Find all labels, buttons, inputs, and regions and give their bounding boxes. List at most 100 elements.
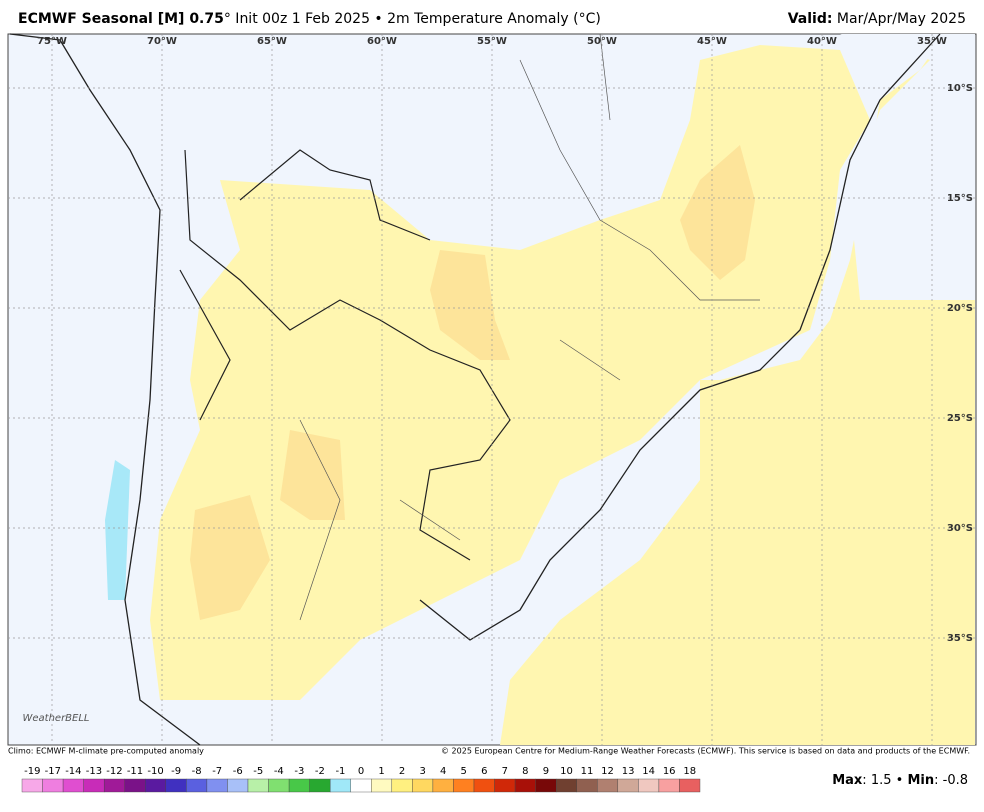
colorbar-label: 5 — [461, 766, 467, 777]
colorbar-swatch — [371, 778, 393, 793]
colorbar-swatch — [42, 778, 64, 793]
colorbar-label: 8 — [522, 766, 528, 777]
colorbar-swatch — [679, 778, 701, 793]
colorbar-label: -17 — [45, 766, 61, 777]
colorbar-swatch — [124, 778, 146, 793]
anomaly-warm — [680, 145, 755, 280]
min: -0.8 — [943, 773, 968, 788]
colorbar-label: 13 — [622, 766, 635, 777]
colorbar-swatch — [288, 778, 310, 793]
colorbar-label: 1 — [378, 766, 384, 777]
title-rest: ° Init 00z 1 Feb 2025 • 2m Temperature A… — [224, 11, 601, 27]
colorbar-label: 18 — [683, 766, 696, 777]
colorbar-swatch — [597, 778, 619, 793]
colorbar-label: 0 — [358, 766, 364, 777]
colorbar-swatch — [165, 778, 187, 793]
colorbar-swatch — [473, 778, 495, 793]
colorbar-label: -13 — [86, 766, 102, 777]
min-label: Min — [907, 773, 934, 788]
colorbar-label: 6 — [481, 766, 487, 777]
lat-label: 10°S — [947, 83, 973, 94]
colorbar-swatch — [206, 778, 228, 793]
lon-label: 60°W — [367, 36, 397, 47]
colorbar-label: -12 — [106, 766, 122, 777]
colorbar: -19 -17 -14 -13 -12 -11 -10 -9 -8 -7 -6 -5 -4 -3 -2 -1 0… — [21, 766, 701, 793]
colorbar-label: -14 — [65, 766, 81, 777]
colorbar-swatch — [453, 778, 475, 793]
colorbar-label: -10 — [147, 766, 163, 777]
lat-label: 25°S — [947, 413, 973, 424]
colorbar-label: 9 — [543, 766, 549, 777]
ocean-clear — [840, 34, 975, 300]
colorbar-swatch — [432, 778, 454, 793]
colorbar-label: -9 — [171, 766, 181, 777]
state-borders — [299, 33, 760, 621]
logo: WeatherBELL — [22, 713, 89, 724]
lat-label: 20°S — [947, 303, 973, 314]
valid-label: Valid: — [788, 11, 833, 27]
colorbar-swatch — [247, 778, 269, 793]
colorbar-swatch — [227, 778, 249, 793]
colorbar-swatch — [555, 778, 577, 793]
title: ECMWF Seasonal [M] 0.75° Init 00z 1 Feb … — [18, 11, 601, 27]
colorbar-label: 12 — [601, 766, 614, 777]
climo-note: Climo: ECMWF M-climate pre-computed anom… — [8, 747, 204, 756]
colorbar-label: -6 — [233, 766, 243, 777]
lon-label: 40°W — [807, 36, 837, 47]
coastline — [9, 33, 941, 746]
colorbar-label: 4 — [440, 766, 446, 777]
lon-label: 75°W — [37, 36, 67, 47]
colorbar-label: -3 — [294, 766, 304, 777]
lon-label: 55°W — [477, 36, 507, 47]
map: 75°W 70°W 65°W 60°W 55°W 50°W 45°W 40°W 35°W 10°S… — [7, 33, 977, 746]
lat-label: 35°S — [947, 633, 973, 644]
colorbar-swatch — [62, 778, 84, 793]
colorbar-swatch — [638, 778, 660, 793]
colorbar-swatch — [83, 778, 105, 793]
borders — [179, 149, 511, 561]
colorbar-swatch — [309, 778, 331, 793]
lon-label: 65°W — [257, 36, 287, 47]
colorbar-swatch — [535, 778, 557, 793]
stats: Max: 1.5 • Min: -0.8 — [832, 773, 968, 788]
copyright: © 2025 European Centre for Medium-Range … — [441, 747, 970, 756]
colorbar-swatch — [658, 778, 680, 793]
colorbar-swatch — [514, 778, 536, 793]
colorbar-label: -4 — [274, 766, 284, 777]
colon: : — [862, 773, 871, 788]
anomaly-ocean — [500, 34, 975, 745]
colorbar-swatch — [494, 778, 516, 793]
colorbar-label: -2 — [315, 766, 325, 777]
lon-label: 45°W — [697, 36, 727, 47]
colorbar-label: -19 — [24, 766, 40, 777]
title-bold: ECMWF Seasonal [M] 0.75 — [18, 11, 224, 27]
lon-label: 70°W — [147, 36, 177, 47]
colorbar-swatch — [350, 778, 372, 793]
graticule: 75°W 70°W 65°W 60°W 55°W 50°W 45°W 40°W 35°W 10°S… — [8, 34, 976, 745]
lon-label: 50°W — [587, 36, 617, 47]
colorbar-label: 11 — [581, 766, 594, 777]
colorbar-swatch — [391, 778, 413, 793]
colorbar-swatch — [103, 778, 125, 793]
colorbar-label: -11 — [127, 766, 143, 777]
sep: • — [896, 773, 904, 788]
colorbar-swatch — [412, 778, 434, 793]
colorbar-swatch — [576, 778, 598, 793]
colorbar-label: 16 — [663, 766, 676, 777]
anomaly-warm — [190, 495, 270, 620]
max-label: Max — [832, 773, 863, 788]
colorbar-label: -5 — [253, 766, 263, 777]
colorbar-label: -7 — [212, 766, 222, 777]
colorbar-label: -1 — [335, 766, 345, 777]
colorbar-swatch — [268, 778, 290, 793]
anomaly-warm — [430, 250, 510, 360]
colorbar-label: 2 — [399, 766, 405, 777]
valid-value: Mar/Apr/May 2025 — [837, 11, 966, 27]
max: 1.5 — [871, 773, 892, 788]
colorbar-swatch — [186, 778, 208, 793]
colorbar-label: 3 — [419, 766, 425, 777]
colorbar-swatch — [145, 778, 167, 793]
colorbar-label: 10 — [560, 766, 573, 777]
colorbar-label: -8 — [192, 766, 202, 777]
